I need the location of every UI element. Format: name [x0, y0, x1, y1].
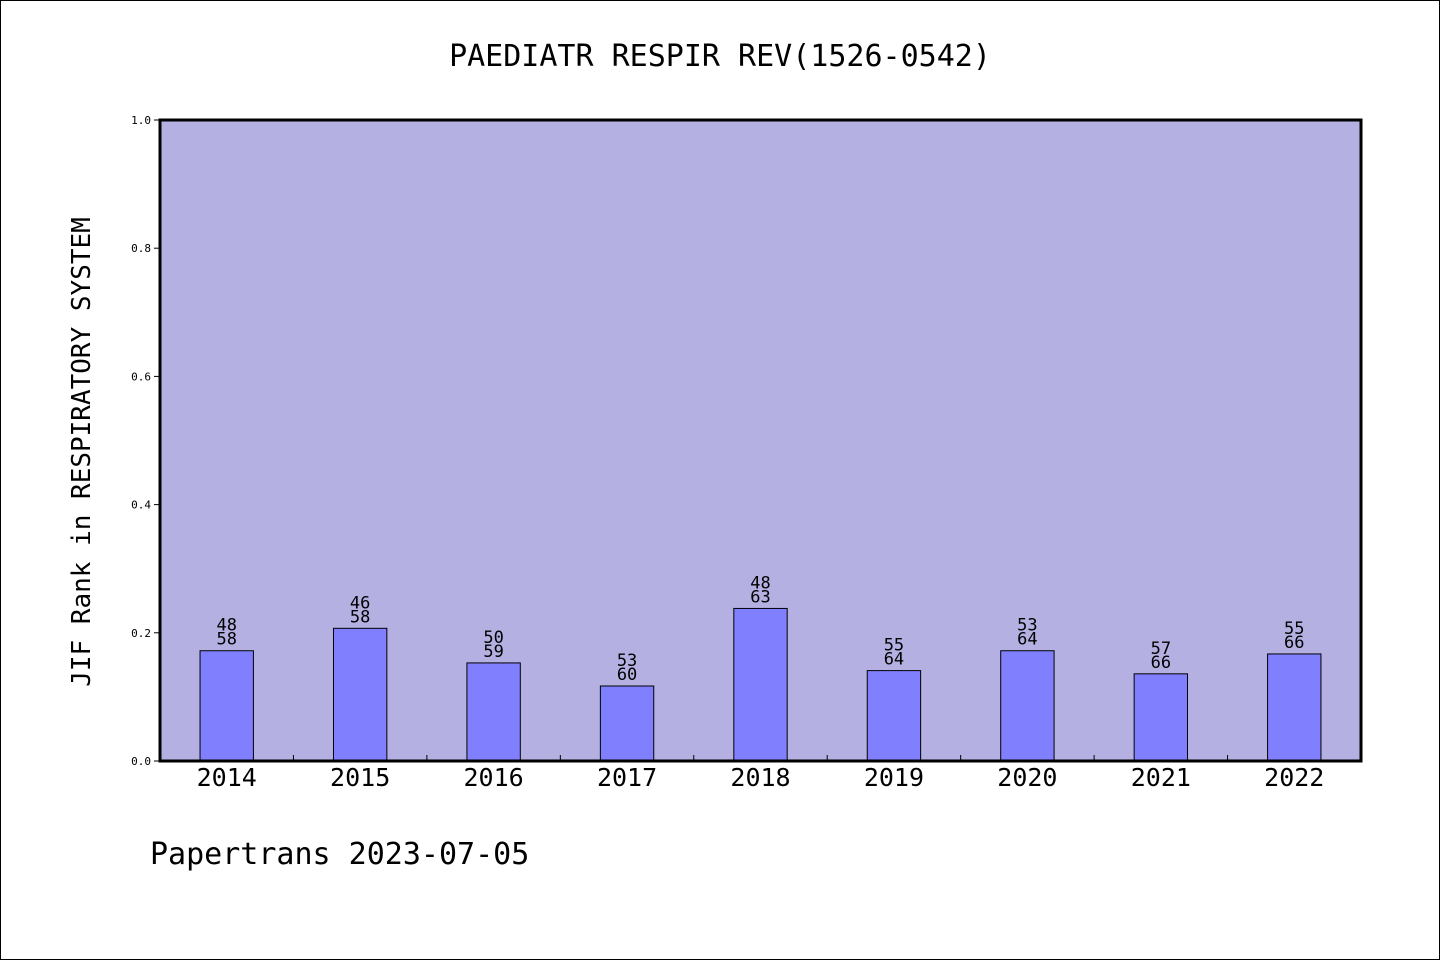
bar-total-label: 64	[1017, 630, 1037, 650]
plot-border	[158, 118, 1363, 763]
bar-rank-label: 55	[884, 636, 904, 656]
bar-2014	[199, 650, 254, 762]
bar-2022	[1267, 653, 1322, 762]
bar-total-label: 58	[350, 607, 370, 627]
bar-series	[199, 607, 1322, 762]
chart-title: PAEDIATR RESPIR REV(1526-0542)	[449, 39, 991, 74]
x-tick-label: 2017	[597, 763, 657, 792]
y-tick-label: 0.6	[131, 370, 151, 383]
bar-rank-label: 53	[1017, 616, 1037, 636]
y-tick-label: 0.0	[131, 755, 151, 768]
bar-total-label: 66	[1151, 653, 1171, 673]
bar-rank-label: 53	[617, 651, 637, 671]
bar-2015	[332, 627, 388, 762]
bar-rank-label: 48	[216, 616, 236, 636]
bar-total-label: 64	[884, 650, 904, 670]
bar-total-label: 66	[1284, 633, 1304, 653]
bar-2018	[733, 607, 788, 762]
x-tick-label: 2022	[1264, 763, 1324, 792]
bar-2021	[1133, 673, 1189, 762]
bar-2017	[599, 685, 655, 762]
x-tick-label: 2019	[864, 763, 924, 792]
y-axis-label: JIF Rank in RESPIRATORY SYSTEM	[67, 217, 97, 687]
bar-total-label: 59	[483, 642, 503, 662]
x-tick-label: 2020	[997, 763, 1057, 792]
bar-rank-label: 50	[483, 628, 503, 648]
bar-total-label: 63	[750, 587, 770, 607]
x-tick-label: 2015	[330, 763, 390, 792]
bar-rank-label: 57	[1151, 639, 1171, 659]
bar-rank-label: 48	[750, 573, 770, 593]
bar-rank-label: 46	[350, 593, 370, 613]
bar-2016	[466, 662, 521, 762]
x-tick-label: 2018	[730, 763, 790, 792]
y-tick-label: 0.8	[131, 242, 151, 255]
y-tick-label: 0.4	[131, 499, 151, 512]
x-tick-label: 2016	[464, 763, 524, 792]
bar-2020	[1000, 650, 1055, 762]
y-axis-ticks: 0.0 0.2 0.4 0.6 0.8 1.0	[131, 114, 160, 768]
bar-total-label: 58	[216, 630, 236, 650]
bar-rank-label: 55	[1284, 619, 1304, 639]
x-axis-ticks: 2014 2015 2016 2017 2018 2019 2020 2021 2022	[197, 755, 1324, 792]
y-tick-label: 0.2	[131, 627, 151, 640]
bar-total-label: 60	[617, 665, 637, 685]
bar-2019	[866, 670, 922, 762]
x-tick-label: 2014	[197, 763, 257, 792]
footer-source-date: Papertrans 2023-07-05	[150, 837, 529, 872]
y-tick-label: 1.0	[131, 114, 151, 127]
x-tick-label: 2021	[1131, 763, 1191, 792]
